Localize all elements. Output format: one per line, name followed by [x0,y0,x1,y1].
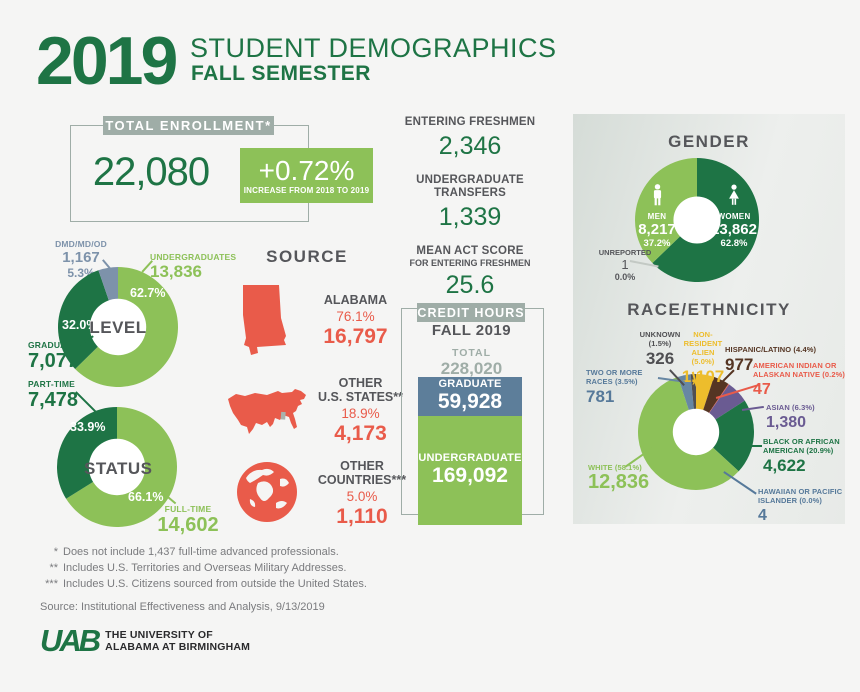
race-label-black-african-american: BLACK OR AFRICAN AMERICAN (20.9%) 4,622 [763,437,840,475]
footnote: ** Includes U.S. Territories and Oversea… [49,562,347,574]
leader-line [748,445,762,447]
source-alabama: ALABAMA 76.1% 16,797 [323,293,388,348]
alabama-map-icon [238,283,292,362]
female-icon [725,184,743,211]
level-grad-pct: 32.0% [62,318,98,332]
race-label-asian: ASIAN (6.3%) 1,380 [766,403,815,431]
status-donut-chart [57,407,177,527]
entering-freshmen-label: ENTERING FRESHMEN [404,116,536,128]
credit-hours-badge: CREDIT HOURS [417,303,525,322]
race-label-nonresident-alien: NON-RESIDENT ALIEN (5.0%) 1,107 [681,330,725,386]
credit-hours-graduate-segment: GRADUATE 59,928 [418,377,522,416]
quick-stats: ENTERING FRESHMEN 2,346 UNDERGRADUATE TR… [396,116,544,313]
level-undergrad-pct: 62.7% [130,286,166,300]
race-label-hawaiian-pacific-islander: HAWAIIAN OR PACIFIC ISLANDER (0.0%) 4 [758,487,843,524]
credit-hours-total-value: 228,020 [440,359,503,378]
race-label-american-indian: AMERICAN INDIAN OR ALASKAN NATIVE (0.2%)… [753,361,845,398]
uab-logo-text: THE UNIVERSITY OF ALABAMA AT BIRMINGHAM [105,629,251,653]
race-label-unknown: UNKNOWN (1.5%) 326 [639,330,681,368]
footnotes: * Does not include 1,437 full-time advan… [40,546,460,594]
gender-men-group: MEN 8,217 37.2% [630,183,684,249]
undergraduate-transfers-label: UNDERGRADUATE TRANSFERS [416,174,524,199]
total-enrollment-value: 22,080 [92,150,210,194]
race-label-hispanic-latino: HISPANIC/LATINO (4.4%) 977 [725,345,817,374]
enrollment-change-value: +0.72% [258,155,355,186]
act-score-label: MEAN ACT SCORE [416,245,524,257]
status-parttime-pct: 33.9% [70,420,106,434]
status-legend-fulltime: FULL-TIME 14,602 [157,504,219,536]
gender-unreported-group: UNREPORTED 1 0.0% [598,248,652,282]
level-donut-center-label: LEVEL [89,318,147,337]
globe-icon [236,461,298,528]
race-section-title: RACE/ETHNICITY [627,300,791,319]
credit-hours-stacked-bar: GRADUATE 59,928 UNDERGRADUATE 169,092 [418,377,522,525]
page-title: STUDENT DEMOGRAPHICS [190,33,557,63]
source-other-countries: OTHER COUNTRIES*** 5.0% 1,110 [317,459,407,528]
level-legend-dmd: DMD/MD/OD 1,167 5.3% [55,239,107,280]
status-legend-parttime: PART-TIME 7,478 [28,379,79,411]
act-score-value: 25.6 [445,271,495,299]
gender-women-group: WOMEN 13,862 62.8% [707,183,761,249]
page-subtitle: FALL SEMESTER [191,62,371,85]
footnote: * Does not include 1,437 full-time advan… [53,546,339,558]
status-fulltime-pct: 66.1% [128,490,164,504]
act-score-sublabel: FOR ENTERING FRESHMEN [409,258,531,268]
enrollment-change-caption: INCREASE FROM 2018 TO 2019 [243,186,370,195]
level-donut-chart [57,267,178,387]
race-label-white: WHITE (58.1%) 12,836 [588,463,650,493]
footnote: *** Includes U.S. Citizens sourced from … [45,578,367,590]
uab-logo: UAB THE UNIVERSITY OF ALABAMA AT BIRMING… [40,623,251,658]
credit-hours-undergraduate-segment: UNDERGRADUATE 169,092 [418,415,522,525]
year-heading: 2019 [36,23,178,99]
level-legend-undergraduates: UNDERGRADUATES 13,836 [150,252,237,281]
source-other-us-states: OTHER U.S. STATES** 18.9% 4,173 [318,376,403,445]
source-section-title: SOURCE [266,247,348,266]
enrollment-change-box: +0.72% INCREASE FROM 2018 TO 2019 [240,148,373,203]
undergraduate-transfers-value: 1,339 [438,203,502,231]
data-source-line: Source: Institutional Effectiveness and … [40,601,325,613]
uab-logo-mark: UAB [40,623,101,658]
credit-hours-total-label: TOTAL [451,347,492,359]
credit-hours-subtitle: FALL 2019 [431,322,512,339]
total-enrollment-badge: TOTAL ENROLLMENT* [103,116,274,135]
entering-freshmen-value: 2,346 [438,132,502,160]
status-donut-center-label: STATUS [84,459,153,478]
gender-section-title: GENDER [668,132,750,151]
race-label-two-or-more-races: TWO OR MORE RACES (3.5%) 781 [586,368,643,406]
male-icon [649,184,666,211]
us-map-icon [226,387,308,446]
